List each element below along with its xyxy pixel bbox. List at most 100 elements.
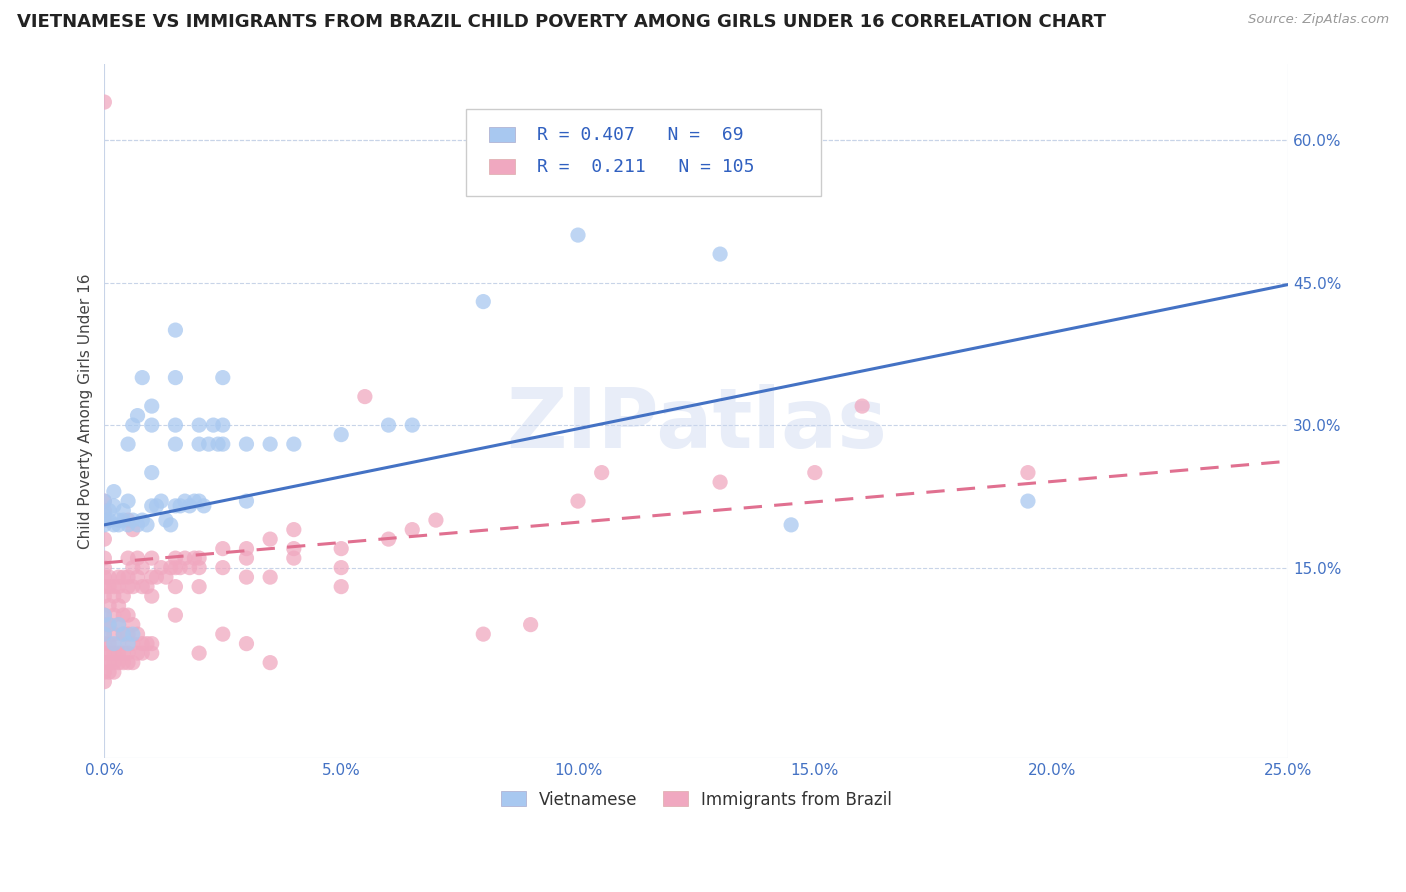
- Point: [121, 560, 143, 574]
- Point: [141, 399, 163, 413]
- Point: [188, 580, 211, 594]
- Point: [121, 513, 143, 527]
- Point: [107, 637, 129, 651]
- Point: [117, 608, 139, 623]
- Point: [98, 656, 121, 670]
- Point: [179, 499, 201, 513]
- Point: [183, 494, 205, 508]
- FancyBboxPatch shape: [465, 109, 821, 196]
- Point: [121, 418, 143, 433]
- Point: [98, 570, 121, 584]
- Point: [330, 560, 353, 574]
- Point: [127, 517, 149, 532]
- Point: [127, 551, 149, 566]
- Point: [112, 513, 135, 527]
- Point: [591, 466, 613, 480]
- Point: [93, 560, 115, 574]
- Point: [107, 646, 129, 660]
- Point: [235, 494, 257, 508]
- Point: [93, 570, 115, 584]
- Point: [131, 646, 153, 660]
- Point: [141, 551, 163, 566]
- Point: [98, 665, 121, 680]
- Legend: Vietnamese, Immigrants from Brazil: Vietnamese, Immigrants from Brazil: [495, 784, 898, 815]
- Text: R =  0.211   N = 105: R = 0.211 N = 105: [537, 158, 754, 176]
- Point: [211, 541, 233, 556]
- Point: [425, 513, 447, 527]
- Point: [117, 570, 139, 584]
- Point: [141, 570, 163, 584]
- Point: [567, 228, 589, 243]
- Point: [93, 580, 115, 594]
- Point: [103, 517, 125, 532]
- Point: [141, 589, 163, 603]
- Point: [159, 560, 181, 574]
- Point: [283, 437, 305, 451]
- Point: [141, 646, 163, 660]
- Point: [259, 532, 281, 546]
- Point: [377, 532, 399, 546]
- Point: [93, 513, 115, 527]
- Point: [98, 617, 121, 632]
- Point: [121, 617, 143, 632]
- Point: [283, 541, 305, 556]
- Point: [235, 637, 257, 651]
- Point: [112, 608, 135, 623]
- Point: [107, 513, 129, 527]
- Point: [98, 513, 121, 527]
- Point: [117, 637, 139, 651]
- Point: [235, 551, 257, 566]
- Point: [107, 580, 129, 594]
- Point: [103, 499, 125, 513]
- Point: [211, 560, 233, 574]
- Point: [93, 494, 115, 508]
- Point: [169, 499, 191, 513]
- Point: [112, 627, 135, 641]
- Point: [235, 541, 257, 556]
- Point: [165, 608, 187, 623]
- Point: [131, 513, 153, 527]
- Point: [93, 656, 115, 670]
- Point: [112, 589, 135, 603]
- Point: [1017, 466, 1039, 480]
- Point: [197, 437, 219, 451]
- Point: [780, 517, 803, 532]
- Point: [93, 665, 115, 680]
- Point: [283, 523, 305, 537]
- Text: ZIPatlas: ZIPatlas: [506, 384, 887, 466]
- Point: [188, 646, 211, 660]
- Point: [103, 589, 125, 603]
- Point: [117, 517, 139, 532]
- Point: [145, 499, 167, 513]
- Point: [188, 551, 211, 566]
- Point: [235, 570, 257, 584]
- Point: [155, 513, 177, 527]
- FancyBboxPatch shape: [489, 159, 515, 174]
- Point: [207, 437, 229, 451]
- Point: [93, 674, 115, 689]
- Text: Source: ZipAtlas.com: Source: ZipAtlas.com: [1249, 13, 1389, 27]
- Point: [165, 323, 187, 337]
- Point: [117, 437, 139, 451]
- Point: [165, 580, 187, 594]
- Point: [804, 466, 827, 480]
- Point: [93, 637, 115, 651]
- Point: [112, 656, 135, 670]
- Point: [117, 656, 139, 670]
- Point: [141, 637, 163, 651]
- Point: [150, 494, 173, 508]
- Point: [93, 627, 115, 641]
- Point: [283, 551, 305, 566]
- Point: [141, 466, 163, 480]
- Point: [117, 513, 139, 527]
- Point: [188, 494, 211, 508]
- Point: [174, 551, 197, 566]
- Point: [169, 560, 191, 574]
- Point: [117, 494, 139, 508]
- Point: [709, 475, 731, 489]
- Point: [211, 627, 233, 641]
- Point: [141, 418, 163, 433]
- Point: [93, 508, 115, 523]
- Point: [136, 637, 159, 651]
- Point: [188, 437, 211, 451]
